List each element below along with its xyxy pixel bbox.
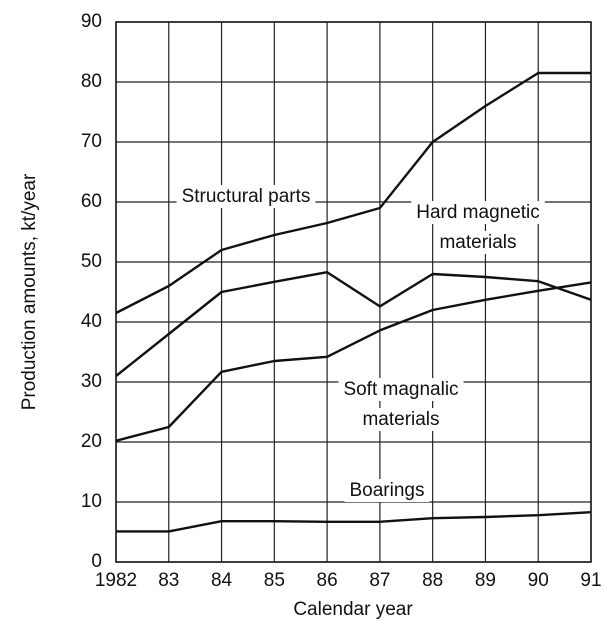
series-line	[115, 71, 591, 315]
x-tick-label: 86	[317, 570, 338, 591]
x-tick-label: 85	[264, 570, 285, 591]
x-tick-label: 90	[528, 570, 549, 591]
y-tick-label: 40	[81, 311, 102, 332]
y-tick-label: 70	[81, 131, 102, 152]
y-tick-label: 60	[81, 191, 102, 212]
y-axis-title: Production amounts, kt/year	[19, 173, 40, 410]
label-background	[338, 378, 464, 402]
y-tick-label: 50	[81, 251, 102, 272]
series-line	[115, 271, 592, 377]
series-line	[116, 511, 592, 533]
y-tick-label: 10	[81, 491, 102, 512]
x-tick-label: 83	[158, 570, 179, 591]
x-tick-label: 91	[580, 570, 601, 591]
plot-frame	[115, 21, 592, 563]
series-line	[115, 281, 592, 442]
y-tick-label: 80	[81, 71, 102, 92]
label-background	[344, 479, 430, 503]
x-tick-label: 84	[211, 570, 233, 591]
label-background	[411, 201, 545, 225]
x-tick-label: 1982	[95, 570, 137, 591]
x-tick-label: 88	[422, 570, 443, 591]
y-tick-label: 0	[91, 551, 102, 572]
y-tick-label: 20	[81, 431, 102, 452]
series-label: materials	[362, 409, 439, 430]
series-label: Boarings	[350, 480, 425, 501]
label-background	[357, 408, 445, 432]
y-tick-label: 30	[81, 371, 102, 392]
x-tick-label: 87	[369, 570, 390, 591]
series-label: materials	[439, 232, 516, 253]
x-axis-title: Calendar year	[293, 599, 413, 620]
series-label: Hard magnetic	[416, 202, 540, 223]
x-tick-label: 89	[475, 570, 496, 591]
series-label: Soft magnalic	[343, 379, 458, 400]
y-tick-label: 90	[81, 11, 102, 32]
label-background	[434, 231, 522, 255]
label-background	[176, 185, 316, 209]
series-label: Structural parts	[182, 186, 311, 207]
